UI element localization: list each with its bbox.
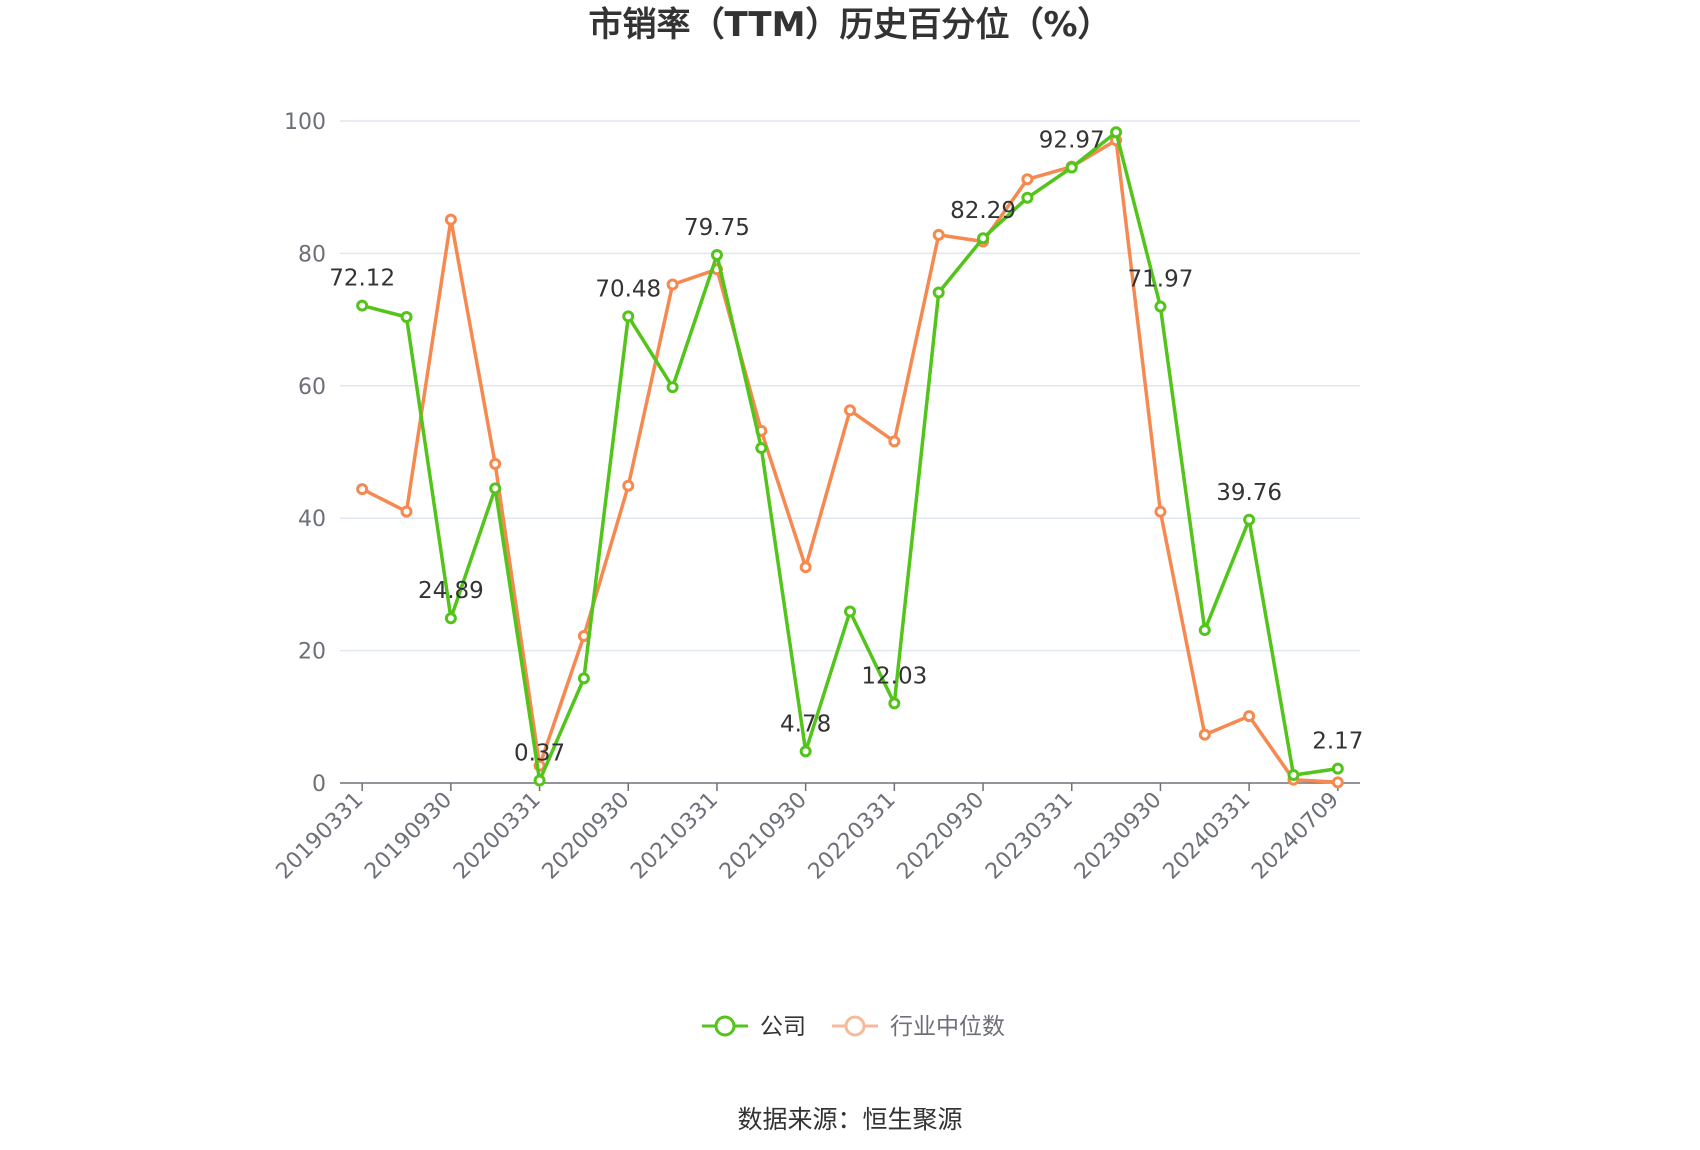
- data-point[interactable]: [1243, 710, 1256, 723]
- y-tick-label: 80: [298, 242, 326, 267]
- data-point[interactable]: [1021, 173, 1034, 186]
- data-point[interactable]: [1021, 191, 1034, 204]
- legend-label-industry-median: 行业中位数: [890, 1014, 1005, 1040]
- data-point[interactable]: [444, 612, 457, 625]
- chart-title: 市销率（TTM）历史百分位（%）: [588, 5, 1111, 45]
- data-label: 82.29: [950, 198, 1016, 224]
- data-point[interactable]: [1154, 300, 1167, 313]
- data-point[interactable]: [1243, 513, 1256, 526]
- y-tick-label: 0: [312, 772, 326, 797]
- data-labels: 72.12 24.89 0.37 70.48 79.75 4.78 12.03 82.29 92…: [329, 128, 1363, 767]
- data-point[interactable]: [710, 249, 723, 262]
- data-label: 0.37: [514, 741, 565, 767]
- y-tick-label: 100: [284, 110, 326, 135]
- data-point[interactable]: [932, 286, 945, 299]
- x-tick-label: 20230331: [981, 788, 1078, 885]
- series-line: [361, 138, 1338, 785]
- data-point[interactable]: [666, 278, 679, 291]
- x-tick-label: 20190331: [272, 788, 369, 885]
- legend-label-company: 公司: [760, 1014, 806, 1040]
- data-label: 12.03: [861, 663, 927, 689]
- data-point[interactable]: [1331, 762, 1344, 775]
- data-label: 70.48: [595, 276, 661, 302]
- data-point[interactable]: [1198, 728, 1211, 741]
- x-axis: 2019033120190930202003312020093020210331…: [272, 782, 1360, 885]
- x-tick-label: 20210331: [626, 788, 723, 885]
- data-point[interactable]: [1154, 505, 1167, 518]
- x-tick-label: 20230930: [1070, 788, 1167, 885]
- data-label: 4.78: [780, 711, 831, 737]
- plot-area: [356, 126, 1344, 789]
- data-point[interactable]: [799, 561, 812, 574]
- x-tick-label: 20240331: [1159, 788, 1256, 885]
- data-point[interactable]: [489, 482, 502, 495]
- data-label: 24.89: [418, 578, 484, 604]
- data-point[interactable]: [1198, 624, 1211, 637]
- data-label: 71.97: [1128, 267, 1194, 293]
- data-point[interactable]: [356, 483, 369, 496]
- data-point[interactable]: [533, 774, 546, 787]
- data-point[interactable]: [755, 442, 768, 455]
- data-point[interactable]: [1287, 769, 1300, 782]
- x-tick-label: 20220930: [892, 788, 989, 885]
- data-point[interactable]: [1331, 776, 1344, 789]
- series-industry-median: [356, 134, 1344, 789]
- data-point[interactable]: [799, 745, 812, 758]
- legend-circle-icon: [844, 1015, 866, 1037]
- x-tick-label: 20210930: [715, 788, 812, 885]
- y-axis: 0 20 40 60 80 100: [284, 110, 326, 797]
- y-tick-label: 20: [298, 640, 326, 665]
- legend: 公司 行业中位数: [702, 1014, 1005, 1040]
- data-point[interactable]: [844, 605, 856, 618]
- data-source-note: 数据来源：恒生聚源: [737, 1105, 962, 1134]
- data-point[interactable]: [888, 435, 901, 448]
- x-tick-label: 20200331: [449, 788, 546, 885]
- data-point[interactable]: [444, 213, 457, 226]
- data-point[interactable]: [1110, 126, 1123, 139]
- y-tick-label: 40: [298, 507, 326, 532]
- data-point[interactable]: [888, 697, 901, 710]
- data-point[interactable]: [577, 672, 590, 685]
- data-point[interactable]: [622, 479, 635, 492]
- data-point[interactable]: [400, 505, 413, 518]
- legend-item-industry-median[interactable]: 行业中位数: [832, 1014, 1005, 1040]
- y-tick-label: 60: [298, 375, 326, 400]
- data-point[interactable]: [622, 310, 635, 323]
- data-point[interactable]: [400, 310, 413, 323]
- x-tick-label: 20200930: [538, 788, 635, 885]
- series-line: [361, 130, 1339, 783]
- data-label: 72.12: [329, 266, 395, 292]
- series-company: [356, 126, 1344, 787]
- data-label: 39.76: [1216, 480, 1282, 506]
- data-label: 92.97: [1039, 128, 1105, 154]
- data-point[interactable]: [844, 404, 856, 417]
- data-point[interactable]: [666, 381, 679, 394]
- data-point[interactable]: [489, 457, 502, 470]
- data-point[interactable]: [356, 299, 369, 312]
- legend-item-company[interactable]: 公司: [702, 1014, 806, 1040]
- data-point[interactable]: [932, 228, 945, 241]
- data-point[interactable]: [977, 232, 990, 245]
- x-tick-label: 20220331: [804, 788, 901, 885]
- data-label: 79.75: [684, 215, 750, 241]
- x-tick-label: 20190930: [360, 788, 457, 885]
- x-tick-label: 20240709: [1247, 788, 1344, 885]
- data-point[interactable]: [1065, 161, 1078, 174]
- grid-lines: [340, 120, 1360, 652]
- data-label: 2.17: [1312, 729, 1363, 755]
- legend-circle-icon: [714, 1015, 736, 1037]
